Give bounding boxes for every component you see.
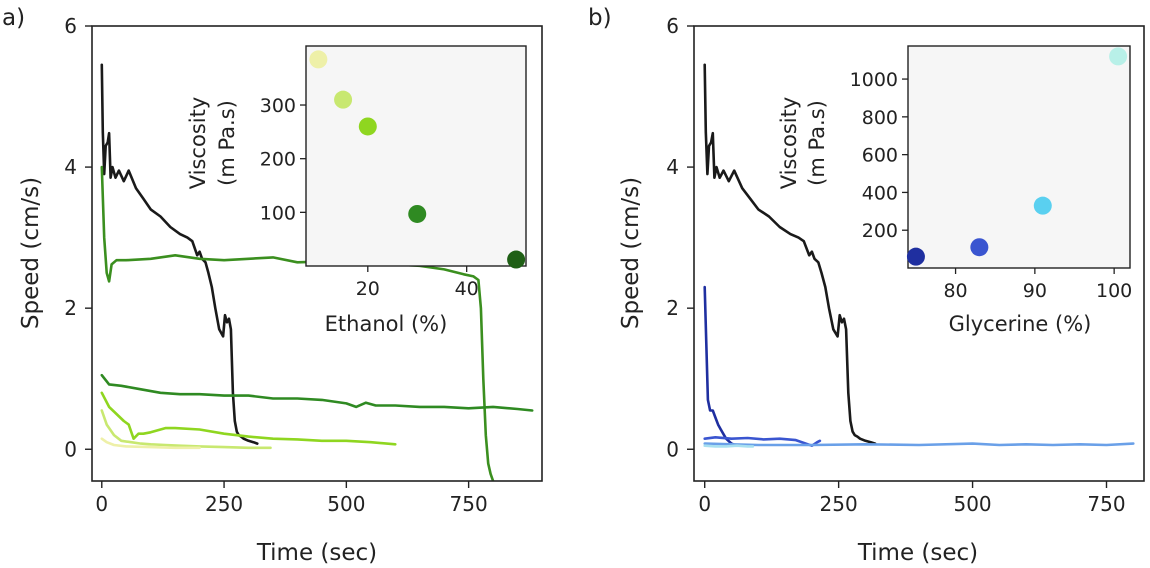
panel-a-inset-ytick-label: 300 xyxy=(260,95,296,117)
panel-b-label: b) xyxy=(588,5,612,31)
panel-b-inset-xtick-label: 100 xyxy=(1096,280,1132,302)
panel-a-inset-point-1 xyxy=(309,50,328,69)
panel-a-inset-xtick-label: 20 xyxy=(356,278,380,300)
panel-b-inset-point-3 xyxy=(1033,196,1052,215)
panel-a-series-line-4 xyxy=(100,391,397,446)
panel-a-ytick-label: 2 xyxy=(64,296,77,320)
panel-b-series-line-1 xyxy=(703,63,877,445)
panel-b-inset-ytick-label: 800 xyxy=(862,107,898,129)
panel-b-ytick-label: 4 xyxy=(666,155,679,179)
panel-a-ytick-label: 4 xyxy=(64,155,77,179)
panel-a-inset-points xyxy=(309,50,526,269)
panel-b-xtick-label: 750 xyxy=(1087,492,1125,516)
panel-b-inset-point-1 xyxy=(906,247,925,266)
panel-b-ticks: 0 250 500 750 0 2 4 6 xyxy=(666,14,1125,516)
panel-b-series-line-2 xyxy=(703,285,739,447)
panel-a-inset-point-2 xyxy=(334,90,353,109)
panel-a-inset-xtick-label: 40 xyxy=(455,278,479,300)
panel-b-inset-xlabel: Glycerine (%) xyxy=(949,312,1092,336)
panel-a-inset-ytick-label: 100 xyxy=(260,202,296,224)
panel-b-ytick-label: 6 xyxy=(666,14,679,38)
panel-a-inset-ylabel-line1: Viscosity xyxy=(186,97,210,190)
panel-a-series-line-3 xyxy=(100,373,534,412)
panel-a-inset-frame xyxy=(305,45,527,267)
panel-a-inset-point-5 xyxy=(507,250,526,269)
panel-b-inset-ytick-label: 600 xyxy=(862,145,898,167)
panel-a-inset-xlabel: Ethanol (%) xyxy=(325,312,448,336)
panel-a-series-line-5 xyxy=(100,409,272,450)
panel-b-inset-frame xyxy=(907,45,1131,269)
panel-a-ylabel: Speed (cm/s) xyxy=(18,177,44,329)
panel-b-frame xyxy=(693,25,1145,482)
panel-a-inset-ytick-label: 200 xyxy=(260,149,296,171)
panel-a: a) 0 250 500 750 0 2 4 6 Time (sec) Speed (cm/s… xyxy=(2,5,543,566)
panel-b: b) 0 250 500 750 0 2 4 6 Time (sec) Speed (cm/s… xyxy=(588,5,1145,566)
panel-b-inset-ytick-label: 400 xyxy=(862,182,898,204)
panel-a-xtick-label: 750 xyxy=(450,492,488,516)
panel-b-series-line-5 xyxy=(703,444,755,448)
panel-b-inset: 80 90 100 200 400 600 800 1000 Glycerine (%) Vi… xyxy=(777,45,1133,336)
panel-a-series-line-1 xyxy=(100,63,259,445)
panel-b-ytick-label: 2 xyxy=(666,296,679,320)
panel-b-xtick-label: 0 xyxy=(698,492,711,516)
panel-a-ytick-label: 0 xyxy=(64,437,77,461)
panel-b-inset-ticks: 80 90 100 200 400 600 800 1000 xyxy=(850,69,1133,302)
panel-a-xlabel: Time (sec) xyxy=(256,540,377,566)
panel-b-inset-ylabel-line1: Viscosity xyxy=(777,97,801,190)
panel-b-inset-point-2 xyxy=(970,238,989,257)
panel-a-inset-ylabel-line2: (m Pa.s) xyxy=(215,100,239,186)
panel-b-ylabel: Speed (cm/s) xyxy=(618,177,644,329)
panel-b-inset-ylabel-line2: (m Pa.s) xyxy=(805,100,829,186)
panel-b-inset-xtick-label: 90 xyxy=(1023,280,1047,302)
panel-a-inset: 20 40 100 200 300 Ethanol (%) Viscosity (m P… xyxy=(186,45,527,336)
panel-b-inset-ytick-label: 200 xyxy=(862,220,898,242)
panel-a-inset-ticks: 20 40 100 200 300 xyxy=(260,95,479,300)
panel-a-frame xyxy=(91,25,543,482)
panel-a-xtick-label: 0 xyxy=(95,492,108,516)
panel-b-xtick-label: 500 xyxy=(953,492,991,516)
panel-a-ytick-label: 6 xyxy=(64,14,77,38)
panel-a-inset-point-3 xyxy=(358,117,377,136)
panel-a-xtick-label: 250 xyxy=(205,492,243,516)
panel-a-inset-point-4 xyxy=(408,204,427,223)
panel-b-ytick-label: 0 xyxy=(666,437,679,461)
panel-b-series xyxy=(703,63,1135,448)
panel-b-xtick-label: 250 xyxy=(820,492,858,516)
panel-a-ticks: 0 250 500 750 0 2 4 6 xyxy=(64,14,487,516)
panel-b-inset-ytick-label: 1000 xyxy=(850,69,898,91)
panel-b-xlabel: Time (sec) xyxy=(857,540,978,566)
panel-a-series-line-6 xyxy=(100,437,201,450)
panel-b-inset-point-4 xyxy=(1109,47,1128,66)
panel-a-xtick-label: 500 xyxy=(327,492,365,516)
panel-a-series xyxy=(100,63,534,481)
panel-b-inset-xtick-label: 80 xyxy=(943,280,967,302)
panel-b-inset-points xyxy=(906,47,1128,266)
panel-b-series-line-4 xyxy=(703,442,1135,447)
panel-a-label: a) xyxy=(2,5,25,31)
